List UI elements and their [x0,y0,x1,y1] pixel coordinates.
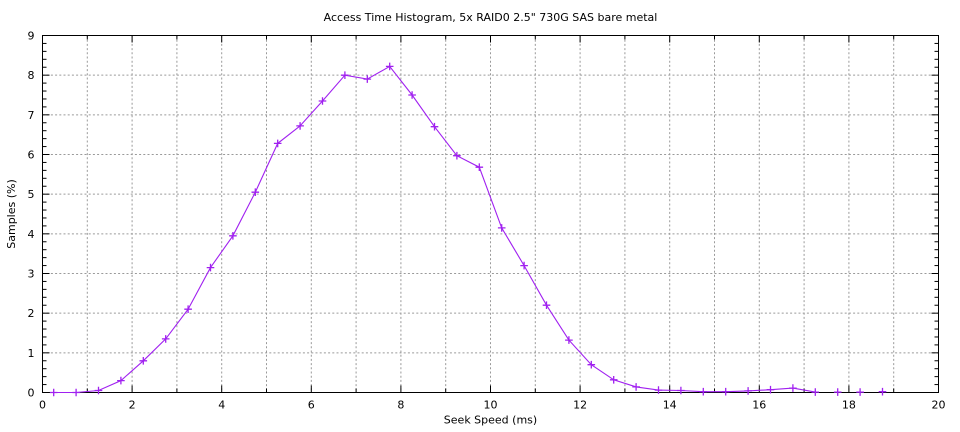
axis-ticks [42,35,939,393]
x-tick-label: 8 [397,399,404,412]
chart-title: Access Time Histogram, 5x RAID0 2.5" 730… [324,11,658,24]
x-tick-label: 6 [308,399,315,412]
data-series [49,62,887,397]
x-tick-label: 16 [752,399,766,412]
x-tick-label: 18 [842,399,856,412]
y-axis-label: Samples (%) [5,179,18,249]
x-tick-label: 14 [663,399,677,412]
x-tick-label: 4 [218,399,225,412]
y-tick-label: 6 [28,149,35,162]
x-axis-label: Seek Speed (ms) [444,414,537,427]
y-tick-label: 2 [28,307,35,320]
data-point-markers [49,62,887,397]
y-tick-label: 4 [28,228,35,241]
x-tick-label: 10 [484,399,498,412]
y-tick-label: 0 [28,387,35,400]
x-tick-label: 12 [573,399,587,412]
x-tick-label: 20 [932,399,946,412]
y-tick-label: 9 [28,30,35,43]
grid-lines [42,35,939,393]
y-tick-label: 7 [28,109,35,122]
x-tick-label: 0 [39,399,46,412]
y-tick-label: 8 [28,69,35,82]
y-tick-label: 3 [28,268,35,281]
y-tick-label: 1 [28,347,35,360]
y-tick-label: 5 [28,188,35,201]
x-tick-label: 2 [129,399,136,412]
